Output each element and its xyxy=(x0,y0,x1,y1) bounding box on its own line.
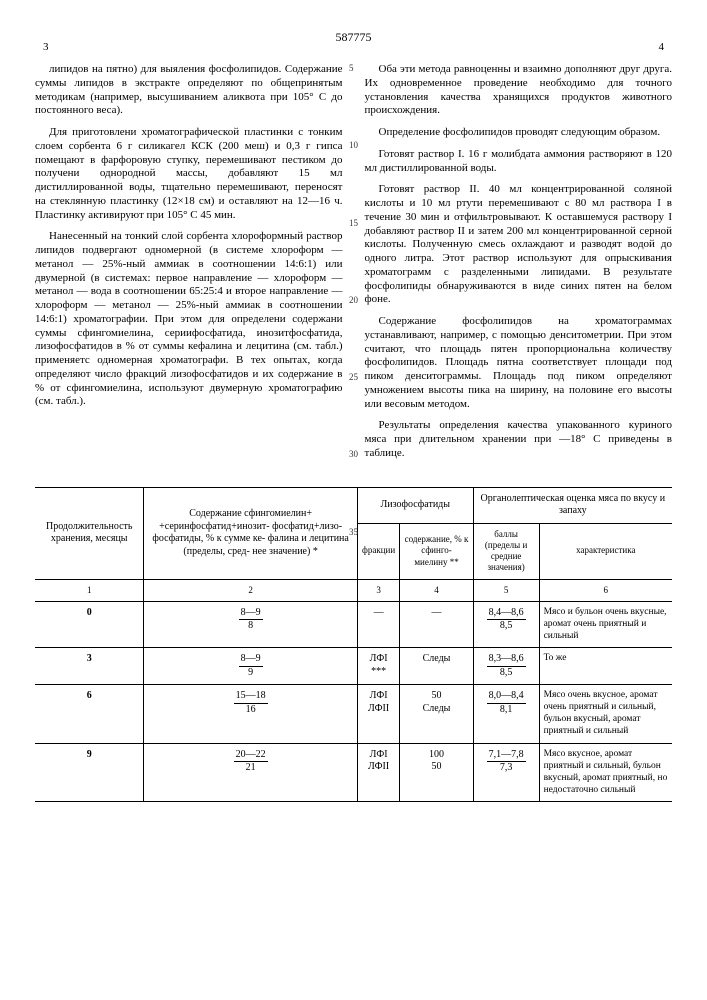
cell-pct: 100 50 xyxy=(400,743,473,802)
table-row: 920—2221ЛФI ЛФII100 507,1—7,87,3Мясо вку… xyxy=(35,743,672,802)
column-number: 4 xyxy=(400,579,473,601)
cell-fractions: ЛФI ЛФII xyxy=(357,743,400,802)
line-number: 30 xyxy=(349,449,358,460)
cell-content: 8—99 xyxy=(144,648,357,685)
document-number: 587775 xyxy=(35,30,672,45)
cell-scores: 8,4—8,68,5 xyxy=(473,601,539,648)
th-duration: Продолжительность хранения, месяцы xyxy=(35,487,144,579)
cell-fractions: ЛФI ЛФII xyxy=(357,685,400,744)
line-number: 25 xyxy=(349,372,358,383)
page-number-right: 4 xyxy=(659,41,665,55)
column-number: 3 xyxy=(357,579,400,601)
th-scores: баллы (пределы и средние значения) xyxy=(473,523,539,579)
right-column: Оба эти метода равноценны и взаимно допо… xyxy=(365,63,673,469)
body-paragraph: Для приготовлени хроматографической плас… xyxy=(35,126,343,222)
two-column-body: 3 4 5101520253035 липидов на пятно) для … xyxy=(35,63,672,469)
line-number: 35 xyxy=(349,527,358,538)
cell-characteristic: Мясо вкусное, аромат приятный и сильный,… xyxy=(539,743,672,802)
line-numbers: 5 10 15 20 25 30 35 xyxy=(349,63,358,604)
cell-fractions: — xyxy=(357,601,400,648)
body-paragraph: липидов на пятно) для выяления фосфолипи… xyxy=(35,63,343,118)
th-characteristic: характеристика xyxy=(539,523,672,579)
cell-pct: — xyxy=(400,601,473,648)
th-content: Содержание сфингомиелин+ +серинфосфатид+… xyxy=(144,487,357,579)
body-paragraph: Нанесенный на тонкий слой сорбента хлоро… xyxy=(35,230,343,409)
page-number-left: 3 xyxy=(43,41,49,55)
line-number: 10 xyxy=(349,140,358,151)
table-row: 08—98——8,4—8,68,5Мясо и бульон очень вку… xyxy=(35,601,672,648)
body-paragraph: Содержание фосфолипидов на хроматограмма… xyxy=(365,315,673,411)
cell-month: 6 xyxy=(35,685,144,744)
line-number: 15 xyxy=(349,218,358,229)
column-number: 1 xyxy=(35,579,144,601)
cell-pct: 50 Следы xyxy=(400,685,473,744)
cell-content: 15—1816 xyxy=(144,685,357,744)
body-paragraph: Результаты определения качества упакован… xyxy=(365,419,673,460)
th-fractions: фракции xyxy=(357,523,400,579)
cell-content: 8—98 xyxy=(144,601,357,648)
cell-scores: 8,0—8,48,1 xyxy=(473,685,539,744)
cell-characteristic: Мясо и бульон очень вкусные, аромат очен… xyxy=(539,601,672,648)
cell-characteristic: То же xyxy=(539,648,672,685)
left-column: липидов на пятно) для выяления фосфолипи… xyxy=(35,63,343,469)
cell-fractions: ЛФI *** xyxy=(357,648,400,685)
cell-month: 3 xyxy=(35,648,144,685)
cell-month: 9 xyxy=(35,743,144,802)
line-number: 5 xyxy=(349,63,358,74)
body-paragraph: Готовят раствор I. 16 г молибдата аммони… xyxy=(365,148,673,176)
line-number: 20 xyxy=(349,295,358,306)
cell-content: 20—2221 xyxy=(144,743,357,802)
body-paragraph: Готовят раствор II. 40 мл концентрирован… xyxy=(365,183,673,307)
cell-scores: 7,1—7,87,3 xyxy=(473,743,539,802)
cell-characteristic: Мясо очень вкусное, аромат очень приятны… xyxy=(539,685,672,744)
th-lyso: Лизофосфатиды xyxy=(357,487,473,523)
body-paragraph: Определение фосфолипидов проводят следую… xyxy=(365,126,673,140)
cell-scores: 8,3—8,68,5 xyxy=(473,648,539,685)
table-row: 615—1816ЛФI ЛФII50 Следы8,0—8,48,1Мясо о… xyxy=(35,685,672,744)
cell-pct: Следы xyxy=(400,648,473,685)
body-paragraph: Оба эти метода равноценны и взаимно допо… xyxy=(365,63,673,118)
cell-month: 0 xyxy=(35,601,144,648)
column-number: 2 xyxy=(144,579,357,601)
column-number: 5 xyxy=(473,579,539,601)
table-row: 38—99ЛФI ***Следы8,3—8,68,5То же xyxy=(35,648,672,685)
th-organo: Органолептическая оценка мяса по вкусу и… xyxy=(473,487,672,523)
th-content-pct: содержание, % к сфинго- миелину ** xyxy=(400,523,473,579)
column-number: 6 xyxy=(539,579,672,601)
